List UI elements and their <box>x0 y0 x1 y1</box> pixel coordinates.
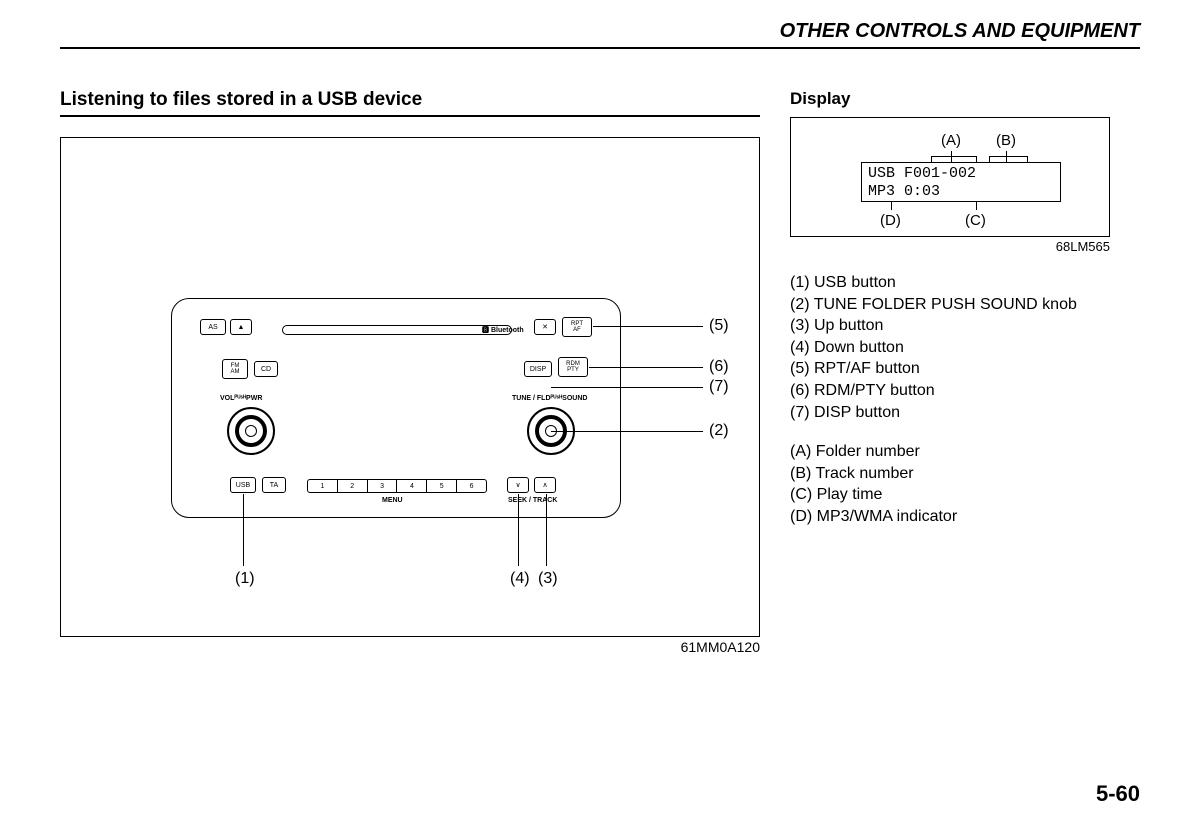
legend-item: (5) RPT/AF button <box>790 358 1140 380</box>
display-diagram: (A) (B) USB F001-002 MP3 0:03 (D <box>790 117 1110 237</box>
vol-knob <box>227 407 275 455</box>
usb-button: USB <box>230 477 256 493</box>
anno-D: (D) <box>880 212 901 229</box>
lcd-line2: MP3 0:03 <box>868 183 1054 201</box>
display-figure-id: 68LM565 <box>790 239 1110 254</box>
legend-item: (A) Folder number <box>790 441 1140 463</box>
legend-item: (C) Play time <box>790 484 1140 506</box>
legend-item: (D) MP3/WMA indicator <box>790 506 1140 528</box>
anno-A: (A) <box>941 132 961 149</box>
chapter-header: OTHER CONTROLS AND EQUIPMENT <box>60 20 1140 49</box>
legend-item: (B) Track number <box>790 463 1140 485</box>
preset-6: 6 <box>457 480 486 492</box>
callout-7: (7) <box>709 378 729 396</box>
preset-4: 4 <box>397 480 427 492</box>
preset-strip: 1 2 3 4 5 6 <box>307 479 487 493</box>
anno-C: (C) <box>965 212 986 229</box>
cd-button: CD <box>254 361 278 377</box>
ta-button: TA <box>262 477 286 493</box>
lcd-screen: USB F001-002 MP3 0:03 <box>861 162 1061 202</box>
as-button: AS <box>200 319 226 335</box>
preset-1: 1 <box>308 480 338 492</box>
legend-item: (7) DISP button <box>790 402 1140 424</box>
radio-diagram: AS ▲ 🅱 Bluetooth ✕ RPT AF FM AM CD DISP … <box>60 137 760 637</box>
legend-item: (3) Up button <box>790 315 1140 337</box>
rdm-pty-button: RDM PTY <box>558 357 588 377</box>
callout-2: (2) <box>709 422 729 440</box>
legend-item: (2) TUNE FOLDER PUSH SOUND knob <box>790 294 1140 316</box>
callout-1: (1) <box>235 570 255 588</box>
callout-4: (4) <box>510 570 530 588</box>
down-button: ∨ <box>507 477 529 493</box>
cd-slot <box>282 325 512 335</box>
disp-button: DISP <box>524 361 552 377</box>
callout-6: (6) <box>709 358 729 376</box>
anno-B: (B) <box>996 132 1016 149</box>
radio-face: AS ▲ 🅱 Bluetooth ✕ RPT AF FM AM CD DISP … <box>171 298 621 518</box>
page-number: 5-60 <box>1096 781 1140 807</box>
preset-3: 3 <box>368 480 398 492</box>
legend-item: (1) USB button <box>790 272 1140 294</box>
legend-item: (4) Down button <box>790 337 1140 359</box>
preset-2: 2 <box>338 480 368 492</box>
legend-item: (6) RDM/PTY button <box>790 380 1140 402</box>
callout-5: (5) <box>709 317 729 335</box>
menu-label: MENU <box>382 497 403 504</box>
display-heading: Display <box>790 89 1140 109</box>
eject-button: ▲ <box>230 319 252 335</box>
mute-button: ✕ <box>534 319 556 335</box>
diagram-figure-id: 61MM0A120 <box>60 639 760 655</box>
vol-pwr-label: VOLᴾᵁˢᴴPWR <box>220 395 262 402</box>
section-title: Listening to files stored in a USB devic… <box>60 89 760 117</box>
rpt-af-button: RPT AF <box>562 317 592 337</box>
tune-sound-label: TUNE / FLDᴾᵁˢᴴSOUND <box>512 395 587 402</box>
up-button: ∧ <box>534 477 556 493</box>
callout-3: (3) <box>538 570 558 588</box>
preset-5: 5 <box>427 480 457 492</box>
fm-am-button: FM AM <box>222 359 248 379</box>
seek-track-label: SEEK / TRACK <box>508 497 557 504</box>
bluetooth-label: 🅱 Bluetooth <box>482 325 524 335</box>
lcd-line1: USB F001-002 <box>868 165 1054 183</box>
legend-lettered: (A) Folder number (B) Track number (C) P… <box>790 441 1140 527</box>
legend-numbered: (1) USB button (2) TUNE FOLDER PUSH SOUN… <box>790 272 1140 423</box>
